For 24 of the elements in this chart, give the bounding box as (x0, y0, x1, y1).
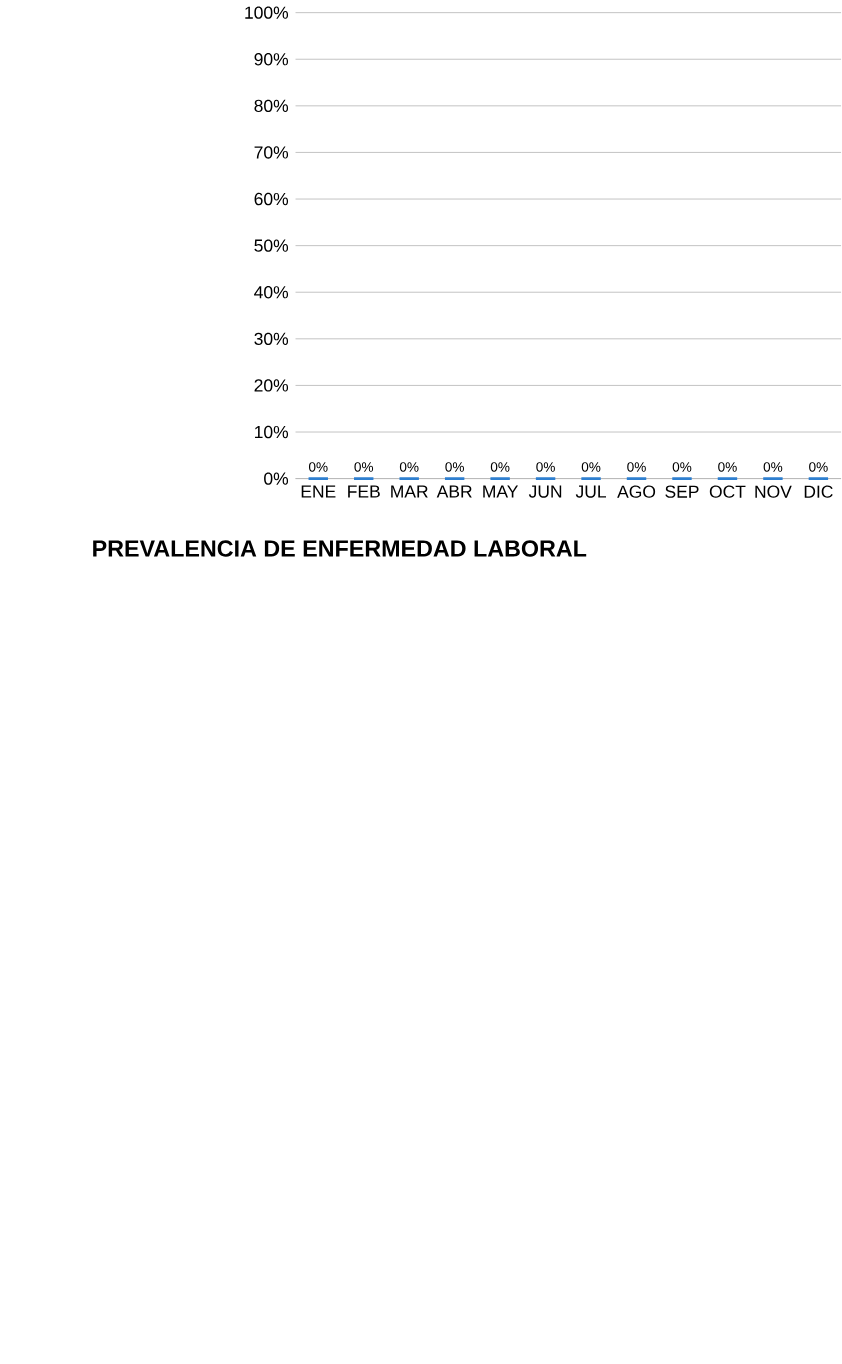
x-tick-label: JUL (576, 485, 607, 498)
y-tick-label: 10% (255, 425, 289, 439)
y-tick-label: 30% (254, 332, 289, 346)
x-tick-label: FEB (348, 485, 381, 498)
y-tick-label: 80% (254, 99, 289, 113)
x-tick-label: SEP (665, 485, 699, 498)
x-tick-label: AGO (617, 485, 656, 498)
x-tick-label: MAY (483, 485, 519, 498)
x-tick-label: MAR (391, 485, 429, 498)
y-tick-label: 90% (254, 53, 289, 66)
y-tick-label: 0% (264, 472, 289, 485)
x-tick-label: JUN (529, 485, 562, 498)
y-tick-label: 20% (254, 379, 289, 392)
x-tick-label: DIC (805, 485, 834, 498)
y-tick-label: 40% (254, 286, 289, 299)
x-tick-label: ENE (301, 485, 336, 498)
y-tick-label: 60% (254, 192, 289, 206)
y-tick-label: 100% (245, 6, 289, 19)
x-tick-label: OCT (710, 485, 746, 498)
y-tick-label: 50% (254, 239, 289, 252)
x-tick-label: NOV (755, 485, 793, 498)
y-tick-label: 70% (254, 146, 289, 159)
text: PREVALENCIA DE ENFERMEDAD LABORAL (93, 540, 587, 557)
x-tick-label: ABR (436, 485, 473, 498)
